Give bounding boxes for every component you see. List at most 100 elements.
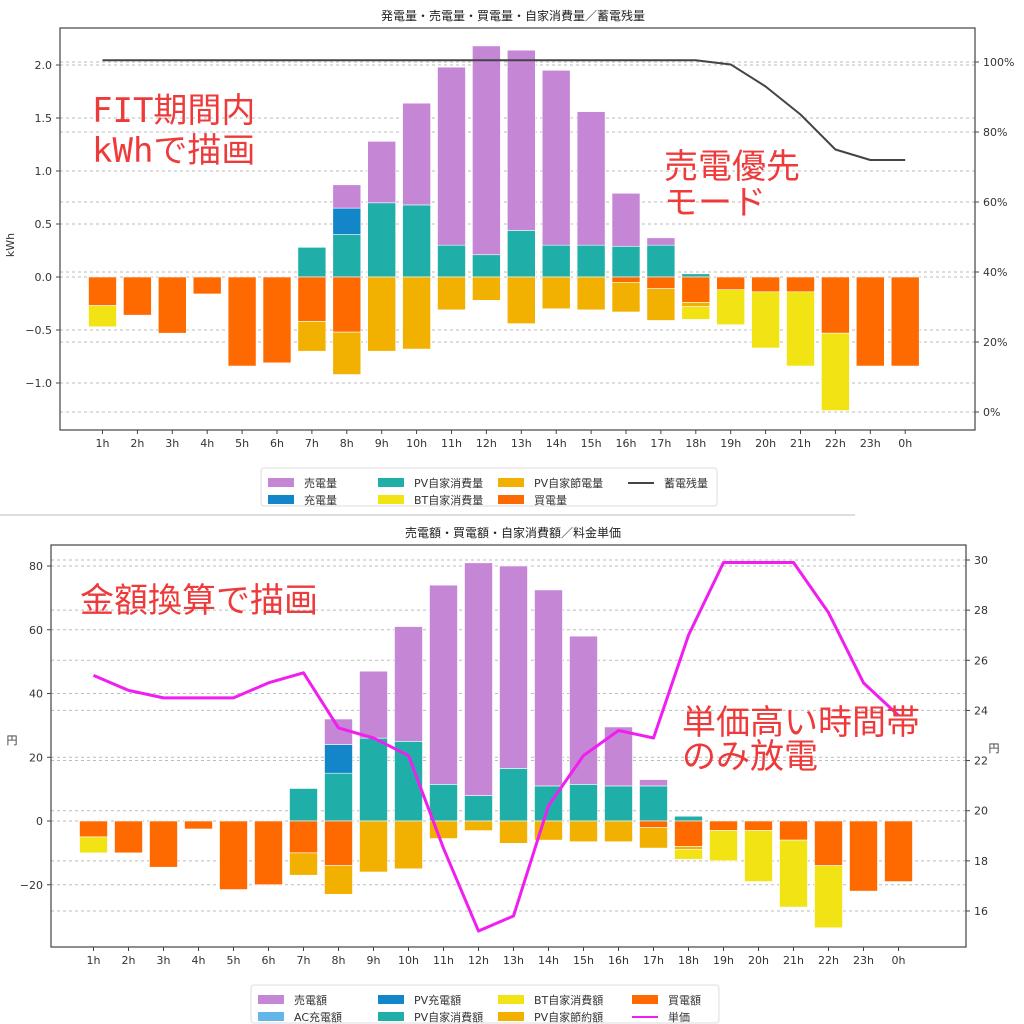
y2-tick-label: 18	[974, 855, 988, 868]
y-axis-right: 100% 80% 60% 40% 20% 0%	[975, 56, 1014, 419]
bar-segment	[849, 820, 878, 892]
bar-segment	[464, 820, 493, 831]
legend-label: 買電額	[668, 994, 701, 1007]
annotation-yen: 金額換算で描画	[80, 581, 318, 621]
bar-segment	[464, 795, 493, 822]
bar-segment	[890, 276, 920, 367]
bar-segment	[227, 276, 257, 367]
chart-title: 発電量・売電量・買電量・自家消費量／蓄電残量	[381, 8, 645, 23]
bar-segment	[814, 865, 843, 929]
bar-segment	[646, 237, 676, 246]
x-tick-label: 8h	[332, 954, 346, 967]
bar-segment	[814, 820, 843, 866]
bars	[88, 45, 920, 411]
bar-segment	[506, 230, 536, 278]
bar-segment	[297, 247, 327, 278]
bar-segment	[541, 244, 571, 278]
bar-segment	[332, 276, 362, 333]
bar-segment	[499, 565, 528, 769]
bar-segment	[367, 141, 397, 204]
x-tick-label: 2h	[122, 954, 136, 967]
y-tick-label: −1.0	[25, 377, 52, 390]
x-tick-label: 8h	[340, 437, 354, 450]
x-tick-label: 1h	[87, 954, 101, 967]
bar-segment	[576, 244, 606, 278]
bar-segment	[472, 254, 501, 278]
x-tick-label: 20h	[748, 954, 769, 967]
legend-swatch	[258, 1012, 284, 1021]
legend-swatch	[268, 478, 294, 487]
legend-swatch	[632, 995, 658, 1004]
bar-segment	[646, 244, 676, 278]
y-tick-label: 0.0	[35, 271, 53, 284]
x-tick-label: 19h	[720, 437, 741, 450]
x-tick-label: 0h	[898, 437, 912, 450]
x-tick-label: 16h	[608, 954, 629, 967]
bar-segment	[289, 852, 318, 876]
y2-tick-label: 22	[974, 755, 988, 768]
legend-label: 売電量	[304, 477, 337, 490]
bar-segment	[402, 276, 431, 350]
y-axis-right: 30 28 26 24 22 20 18 16	[966, 554, 988, 918]
legend-label: PV自家消費量	[414, 476, 483, 490]
y-tick-label: 80	[29, 560, 43, 573]
x-tick-label: 3h	[157, 954, 171, 967]
x-tick-label: 21h	[783, 954, 804, 967]
legend-swatch	[498, 495, 524, 504]
annotation-kwh: kWhで描画	[92, 131, 255, 171]
x-tick-label: 9h	[367, 954, 381, 967]
bar-segment	[779, 820, 808, 841]
x-tick-label: 6h	[262, 954, 276, 967]
y-axis-label: 円	[7, 734, 18, 747]
bar-segment	[359, 670, 388, 739]
bar-segment	[751, 291, 780, 349]
bar-segment	[158, 276, 187, 334]
x-tick-label: 7h	[305, 437, 319, 450]
legend-swatch	[378, 1012, 404, 1021]
bar-segment	[79, 820, 108, 838]
x-tick-label: 19h	[713, 954, 734, 967]
x-tick-label: 2h	[130, 437, 144, 450]
x-tick-label: 3h	[165, 437, 179, 450]
bar-segment	[332, 207, 362, 235]
bar-segment	[123, 276, 152, 316]
legend-label: 蓄電残量	[664, 476, 708, 490]
bar-segment	[506, 276, 536, 324]
bar-segment	[786, 276, 815, 293]
x-axis: 1h 2h 3h 4h 5h 6h 7h 8h 9h 10h 11h 12h 13h 14h 15h 16h 1…	[96, 430, 912, 450]
y-tick-label: 0	[36, 815, 43, 828]
annotation-mode-2: モード	[664, 183, 766, 223]
line-series	[102, 59, 906, 161]
x-tick-label: 6h	[270, 437, 284, 450]
bar-segment	[437, 244, 466, 278]
y-tick-label: 40	[29, 688, 43, 701]
y-axis-left: 2.0 1.5 1.0 0.5 0.0 −0.5 −1.0	[25, 59, 60, 390]
x-tick-label: 23h	[853, 954, 874, 967]
bar-segment	[681, 276, 711, 303]
bar-segment	[709, 820, 738, 831]
y-tick-label: 2.0	[35, 59, 53, 72]
annotation-discharge: のみ放電	[682, 737, 818, 777]
y2-tick-label: 30	[974, 554, 988, 567]
y2-tick-label: 24	[974, 704, 988, 717]
x-tick-label: 7h	[297, 954, 311, 967]
y-tick-label: 1.5	[35, 112, 53, 125]
bar-segment	[639, 779, 668, 787]
x-tick-label: 4h	[192, 954, 206, 967]
bar-segment	[709, 830, 738, 862]
bar-segment	[674, 820, 703, 847]
bar-segment	[569, 635, 598, 785]
y-tick-label: 20	[29, 751, 43, 764]
bar-segment	[506, 49, 536, 231]
x-tick-label: 18h	[678, 954, 699, 967]
x-tick-label: 4h	[200, 437, 214, 450]
x-tick-label: 0h	[892, 954, 906, 967]
bar-segment	[429, 820, 458, 839]
x-tick-label: 23h	[860, 437, 881, 450]
bar-segment	[149, 820, 178, 868]
y2-tick-label: 28	[974, 604, 988, 617]
legend-label: PV充電額	[414, 993, 461, 1007]
bar-segment	[464, 562, 493, 796]
bar-segment	[674, 849, 703, 860]
bar-segment	[541, 276, 571, 310]
